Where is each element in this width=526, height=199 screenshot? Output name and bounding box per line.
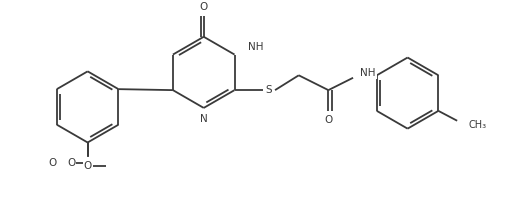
Text: S: S xyxy=(266,85,272,95)
Text: NH: NH xyxy=(248,42,264,52)
Text: N: N xyxy=(200,114,208,124)
Text: O: O xyxy=(67,158,75,168)
Text: O: O xyxy=(324,115,332,125)
Text: O: O xyxy=(84,161,92,171)
Text: CH₃: CH₃ xyxy=(468,120,486,130)
Text: O: O xyxy=(49,158,57,168)
Text: NH: NH xyxy=(360,68,376,78)
Text: O: O xyxy=(199,2,208,12)
